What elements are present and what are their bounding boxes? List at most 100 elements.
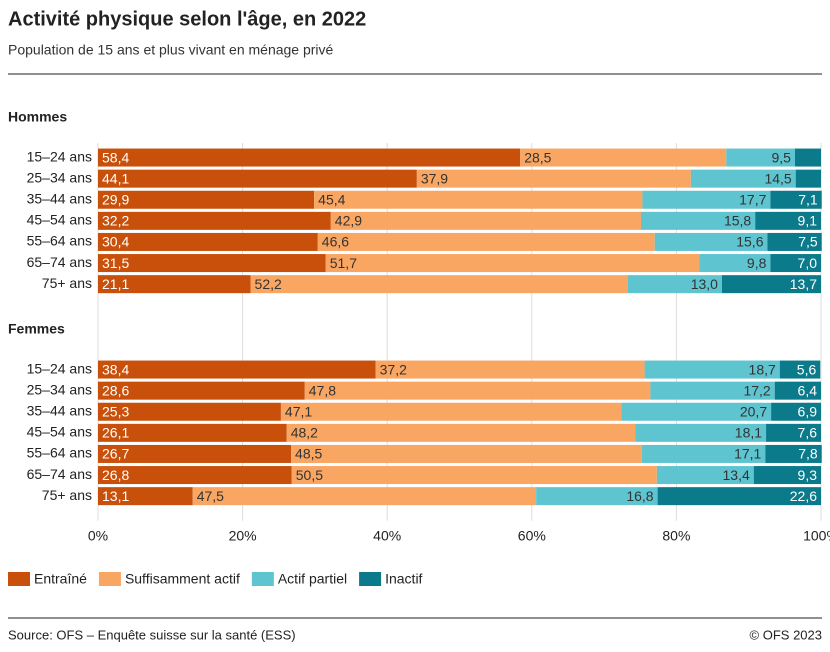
bar-segment bbox=[635, 423, 767, 442]
data-label: 17,7 bbox=[739, 191, 766, 207]
bar-segment bbox=[520, 148, 727, 167]
bar-segment bbox=[536, 487, 658, 506]
bar-segment bbox=[325, 254, 700, 273]
data-label: 9,5 bbox=[772, 149, 792, 165]
bar-segment bbox=[771, 402, 821, 421]
data-label: 17,1 bbox=[734, 446, 761, 462]
data-label: 7,0 bbox=[798, 255, 818, 271]
bar-segment bbox=[654, 232, 768, 251]
y-tick-label: 35–44 ans bbox=[27, 190, 92, 206]
data-label: 9,3 bbox=[798, 467, 818, 483]
bar-segment bbox=[98, 254, 326, 273]
bar-segment bbox=[98, 444, 292, 463]
y-tick-label: 75+ ans bbox=[42, 275, 92, 291]
bar-segment bbox=[794, 148, 821, 167]
bar-segment bbox=[330, 211, 641, 230]
data-label: 37,2 bbox=[380, 361, 407, 377]
bar-segment bbox=[621, 402, 772, 421]
bar-segment bbox=[250, 275, 628, 294]
data-label: 15,6 bbox=[736, 234, 763, 250]
bar-segment bbox=[192, 487, 537, 506]
data-label: 47,8 bbox=[309, 382, 336, 398]
bar-segment bbox=[644, 360, 780, 379]
x-tick-label: 40% bbox=[373, 528, 401, 544]
data-label: 9,8 bbox=[747, 255, 767, 271]
data-label: 38,4 bbox=[102, 361, 129, 377]
x-tick-label: 20% bbox=[229, 528, 257, 544]
data-label: 6,4 bbox=[798, 382, 818, 398]
y-tick-label: 25–34 ans bbox=[27, 169, 92, 185]
data-label: 7,6 bbox=[798, 425, 818, 441]
panel-title: Femmes bbox=[8, 321, 65, 337]
bar-segment bbox=[286, 423, 636, 442]
data-label: 26,8 bbox=[102, 467, 129, 483]
data-label: 28,5 bbox=[524, 149, 551, 165]
data-label: 29,9 bbox=[102, 191, 129, 207]
x-tick-label: 80% bbox=[662, 528, 690, 544]
bar-segment bbox=[726, 148, 795, 167]
title: Activité physique selon l'âge, en 2022 bbox=[8, 8, 366, 30]
bar-segment bbox=[766, 423, 821, 442]
legend-swatch bbox=[359, 572, 382, 586]
data-label: 44,1 bbox=[102, 170, 129, 186]
data-label: 47,1 bbox=[285, 403, 312, 419]
data-label: 22,6 bbox=[790, 488, 817, 504]
bar-segment bbox=[640, 211, 756, 230]
data-label: 25,3 bbox=[102, 403, 129, 419]
copyright: © OFS 2023 bbox=[750, 627, 822, 642]
bar-segment bbox=[765, 444, 822, 463]
data-label: 6,9 bbox=[798, 403, 818, 419]
legend-label: Inactif bbox=[385, 571, 422, 587]
data-label: 32,2 bbox=[102, 213, 129, 229]
data-label: 26,7 bbox=[102, 446, 129, 462]
data-label: 7,8 bbox=[798, 446, 818, 462]
data-label: 58,4 bbox=[102, 149, 129, 165]
bar-segment bbox=[375, 360, 645, 379]
data-label: 26,1 bbox=[102, 425, 129, 441]
data-label: 48,5 bbox=[295, 446, 322, 462]
data-label: 42,9 bbox=[335, 213, 362, 229]
legend-label: Actif partiel bbox=[278, 571, 347, 587]
data-label: 52,2 bbox=[255, 276, 282, 292]
data-label: 16,8 bbox=[626, 488, 653, 504]
bar-segment bbox=[416, 169, 691, 188]
data-label: 18,1 bbox=[735, 425, 762, 441]
data-label: 17,2 bbox=[743, 382, 770, 398]
x-tick-label: 100% bbox=[803, 528, 830, 544]
bar-segment bbox=[304, 381, 651, 400]
bar-segment bbox=[774, 381, 821, 400]
bar-segment bbox=[98, 360, 376, 379]
y-tick-label: 55–64 ans bbox=[27, 445, 92, 461]
data-label: 48,2 bbox=[291, 425, 318, 441]
bar-segment bbox=[98, 423, 287, 442]
y-tick-label: 45–54 ans bbox=[27, 424, 92, 440]
bar-segment bbox=[795, 169, 821, 188]
bar-segment bbox=[770, 254, 821, 273]
y-tick-label: 75+ ans bbox=[42, 487, 92, 503]
bar-segment bbox=[98, 190, 315, 209]
bar-segment bbox=[291, 466, 657, 485]
legend-label: Suffisamment actif bbox=[125, 571, 240, 587]
subtitle: Population de 15 ans et plus vivant en m… bbox=[8, 42, 334, 58]
bar-segment bbox=[98, 487, 193, 506]
bar-segment bbox=[98, 211, 331, 230]
bar-segment bbox=[98, 466, 292, 485]
data-label: 20,7 bbox=[740, 403, 767, 419]
bar-segment bbox=[656, 466, 754, 485]
data-label: 13,0 bbox=[691, 276, 718, 292]
bar-segment bbox=[98, 402, 281, 421]
data-label: 51,7 bbox=[330, 255, 357, 271]
data-label: 30,4 bbox=[102, 234, 129, 250]
bar-segment bbox=[690, 169, 796, 188]
y-tick-label: 55–64 ans bbox=[27, 233, 92, 249]
y-tick-label: 65–74 ans bbox=[27, 466, 92, 482]
y-tick-label: 65–74 ans bbox=[27, 254, 92, 270]
data-label: 9,1 bbox=[798, 213, 818, 229]
data-label: 7,5 bbox=[798, 234, 818, 250]
bar-segment bbox=[98, 148, 521, 167]
data-label: 18,7 bbox=[749, 361, 776, 377]
data-label: 14,5 bbox=[764, 170, 791, 186]
bar-segment bbox=[280, 402, 622, 421]
bar-segment bbox=[641, 444, 766, 463]
